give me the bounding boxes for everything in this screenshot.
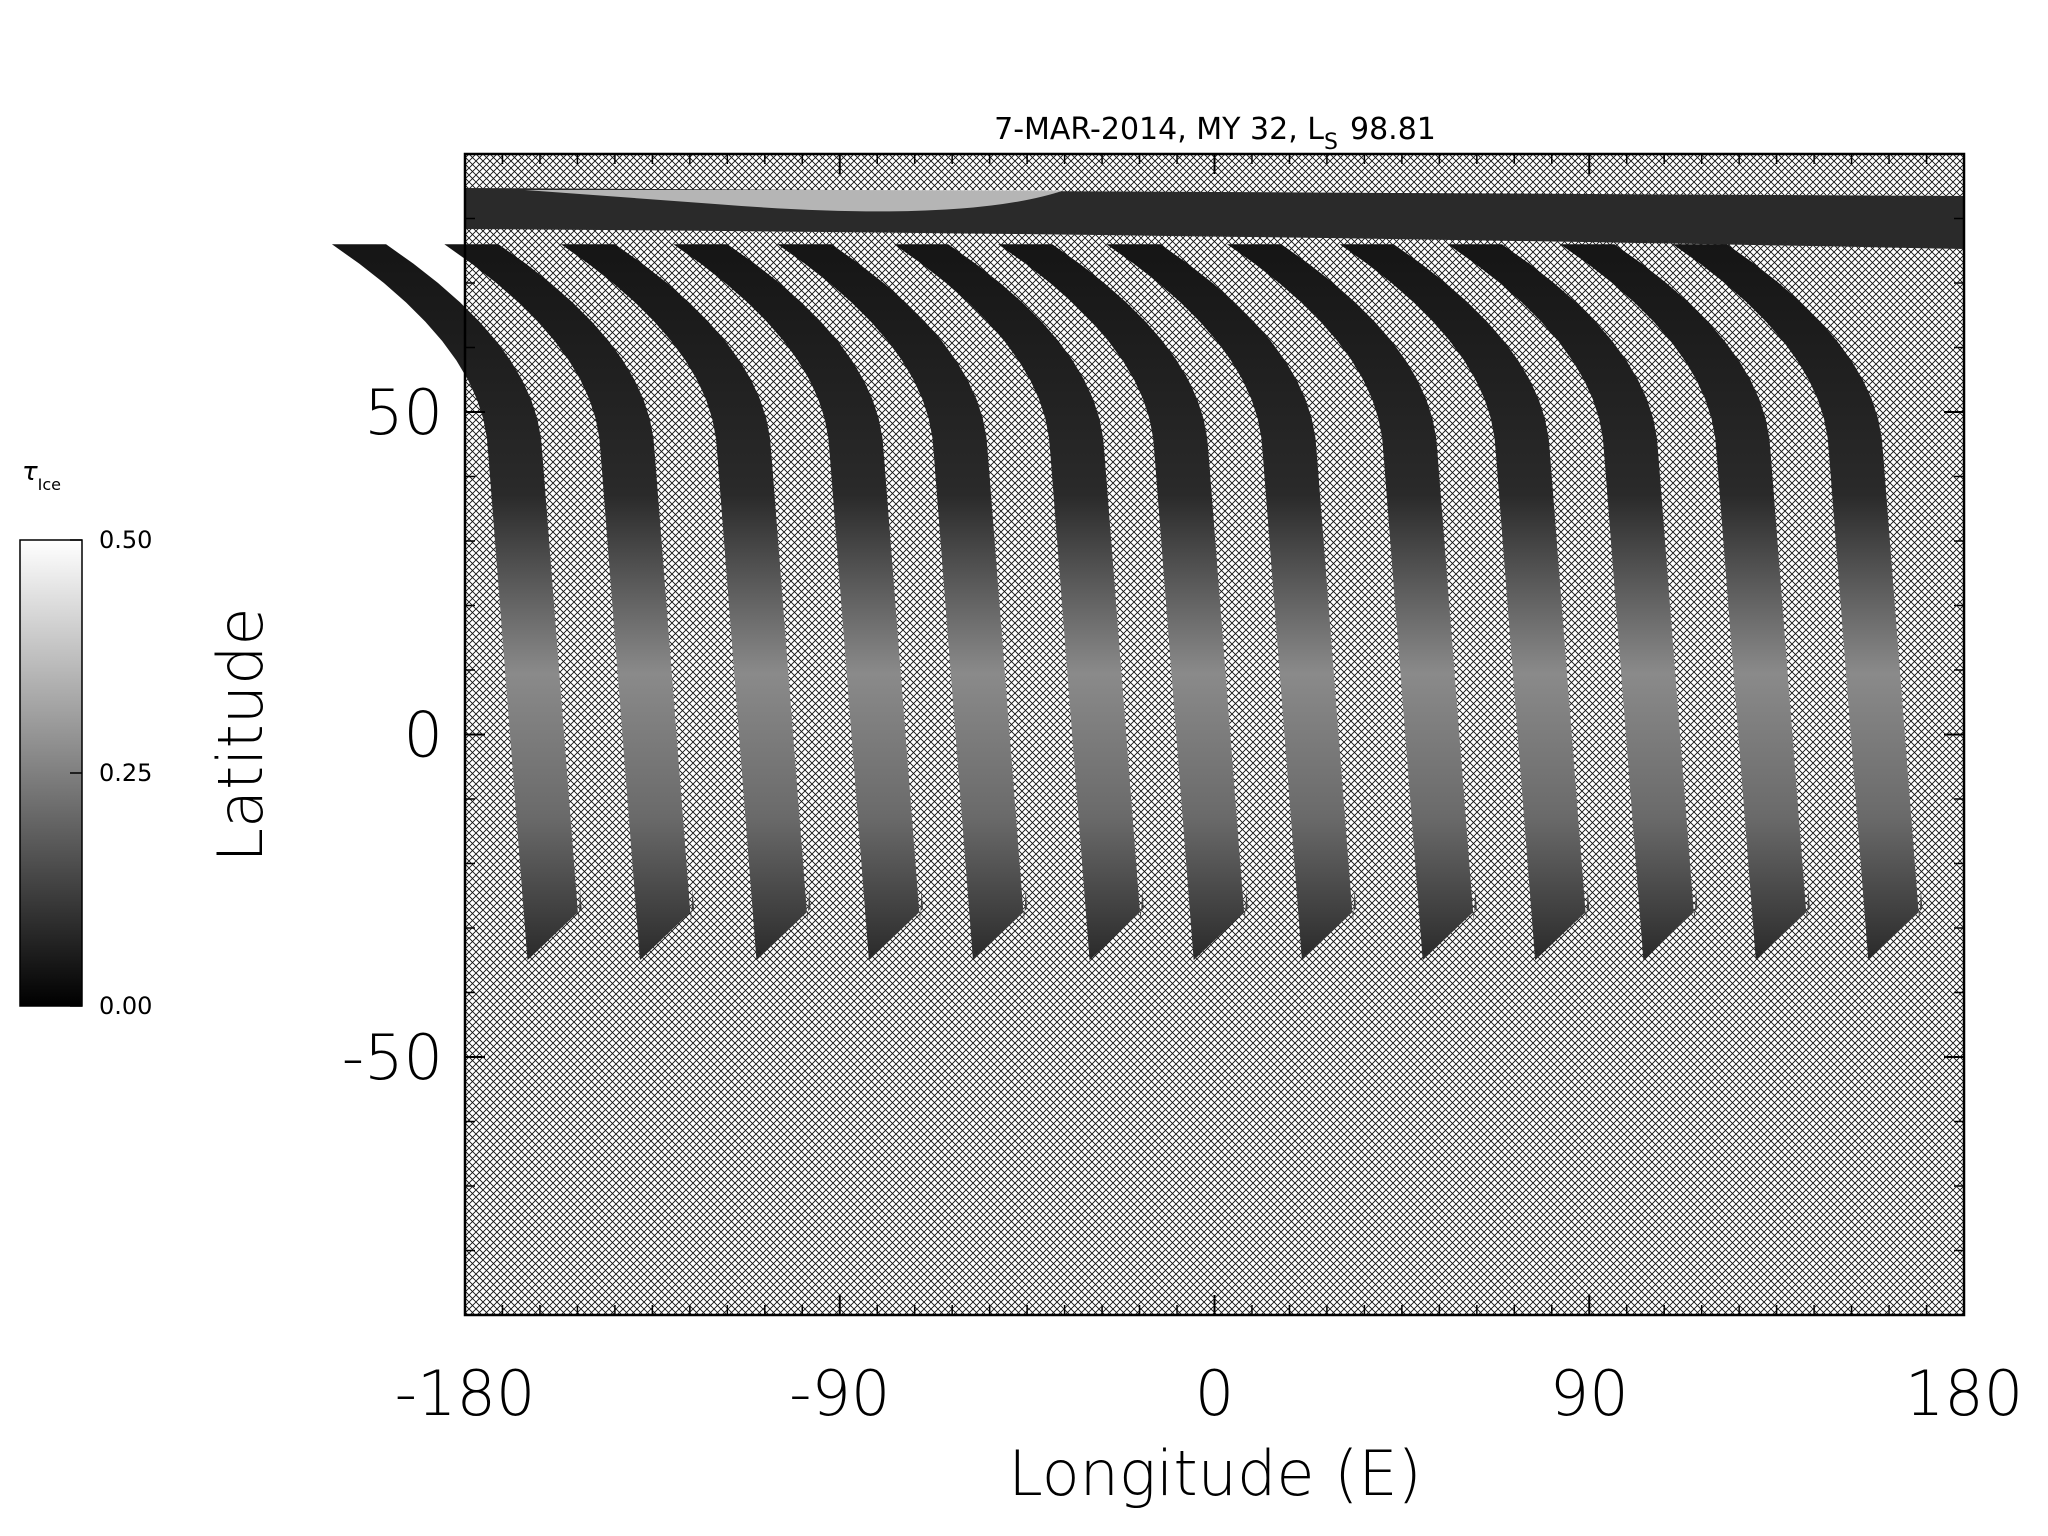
polar-ice	[525, 190, 1065, 212]
swath	[1227, 244, 1477, 961]
colorbar-tick-label: 0.50	[99, 526, 152, 554]
swath	[1672, 244, 1923, 961]
colorbar-tick-label: 0.00	[99, 992, 152, 1020]
swath	[1560, 244, 1810, 961]
title-text: 7-MAR-2014, MY 32, L	[994, 112, 1324, 147]
swath	[1447, 244, 1698, 961]
colorbar-symbol: τ	[22, 457, 38, 487]
swath	[1106, 244, 1357, 961]
y-axis-label: Latitude	[204, 607, 277, 862]
swath	[894, 244, 1144, 961]
title-value: 98.81	[1350, 112, 1436, 147]
swath	[998, 244, 1248, 961]
swath	[1339, 244, 1590, 961]
swath	[560, 244, 811, 961]
x-tick-label: -180	[395, 1357, 536, 1430]
swath	[444, 244, 695, 961]
x-tick-label: 90	[1550, 1357, 1629, 1430]
y-tick-label: 50	[364, 376, 443, 449]
x-tick-label: 0	[1195, 1357, 1234, 1430]
title-subscript: S	[1324, 130, 1338, 155]
x-tick-label: 180	[1905, 1357, 2023, 1430]
chart-title: 7-MAR-2014, MY 32, LS 98.81	[994, 112, 1436, 155]
y-tick-label: 0	[404, 699, 443, 772]
swath	[777, 244, 1028, 961]
y-tick-label: -50	[342, 1021, 443, 1094]
x-tick-label: -90	[789, 1357, 890, 1430]
x-axis-label: Longitude (E)	[1008, 1437, 1421, 1510]
swath	[673, 244, 924, 961]
colorbar-tick-label: 0.25	[99, 759, 152, 787]
swath	[331, 244, 582, 961]
plot-area	[331, 152, 1966, 1317]
colorbar-label: τIce	[22, 457, 61, 494]
colorbar-subscript: Ice	[38, 475, 61, 494]
